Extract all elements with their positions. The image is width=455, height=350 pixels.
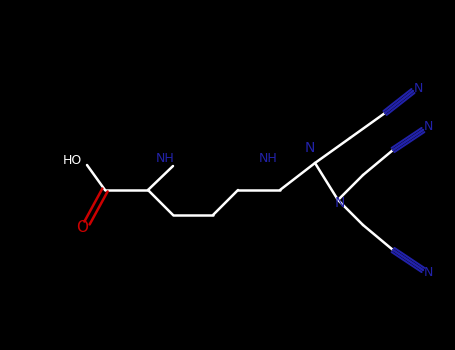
Text: N: N [305,141,315,155]
Text: N: N [423,120,433,133]
Text: N: N [335,196,345,210]
Text: HO: HO [62,154,81,167]
Text: NH: NH [258,152,278,164]
Text: NH: NH [156,152,174,164]
Text: O: O [76,220,88,236]
Text: N: N [423,266,433,280]
Text: N: N [413,82,423,95]
